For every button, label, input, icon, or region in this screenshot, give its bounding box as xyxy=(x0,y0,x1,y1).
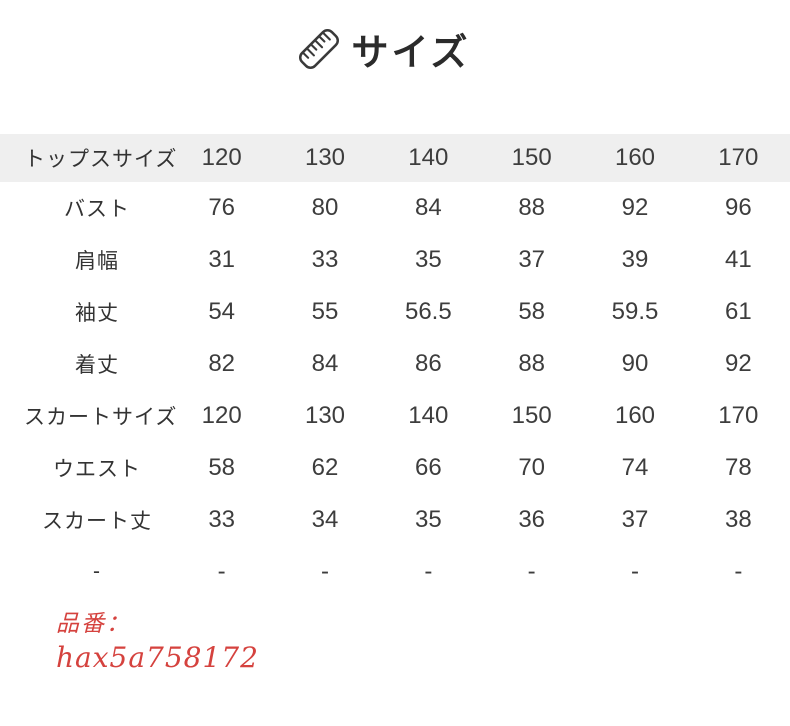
row-value: - xyxy=(630,558,639,585)
row-value: 33 xyxy=(311,246,339,273)
header-value: 120 xyxy=(201,144,242,171)
row-value: 74 xyxy=(621,454,649,481)
page-title: サイズ xyxy=(0,22,778,76)
row-value: 92 xyxy=(724,350,752,377)
row-value: 37 xyxy=(621,506,649,533)
row-label: 着丈 xyxy=(75,354,119,377)
row-value: 35 xyxy=(414,506,442,533)
row-value: - xyxy=(734,558,743,585)
row-value: 88 xyxy=(518,350,546,377)
row-value: 34 xyxy=(311,506,339,533)
row-value: 33 xyxy=(208,506,236,533)
row-label: バスト xyxy=(64,198,130,221)
row-value: 36 xyxy=(518,506,546,533)
table-row-sleeve: 袖丈 54 55 56.5 58 59.5 61 xyxy=(0,286,790,338)
row-value: - xyxy=(527,558,536,585)
row-value: 56.5 xyxy=(404,298,452,325)
row-value: 78 xyxy=(724,454,752,481)
row-value: 130 xyxy=(304,402,346,429)
table-row-empty: - - - - - - - xyxy=(0,546,790,598)
row-value: 39 xyxy=(621,246,649,273)
row-value: 90 xyxy=(621,350,649,377)
header-value: 160 xyxy=(614,144,656,171)
product-code-label: 品番： xyxy=(56,611,131,637)
header-value: 170 xyxy=(718,144,759,171)
row-value: 54 xyxy=(208,298,236,325)
row-value: 92 xyxy=(621,194,649,221)
row-value: 120 xyxy=(201,402,242,429)
row-label: ウエスト xyxy=(53,458,141,481)
row-value: 86 xyxy=(414,350,442,377)
row-value: 88 xyxy=(518,194,546,221)
table-row-shoulder: 肩幅 31 33 35 37 39 41 xyxy=(0,234,790,286)
row-value: 84 xyxy=(311,350,339,377)
row-value: 96 xyxy=(724,194,752,221)
row-value: 62 xyxy=(311,454,339,481)
row-value: 160 xyxy=(614,402,656,429)
row-value: 80 xyxy=(311,194,339,221)
row-value: 150 xyxy=(511,402,552,429)
ruler-icon xyxy=(296,26,342,72)
row-value: 58 xyxy=(208,454,236,481)
table-row-length: 着丈 82 84 86 88 90 92 xyxy=(0,338,790,390)
table-row-bust: バスト 76 80 84 88 92 96 xyxy=(0,182,790,234)
table-header-row: トップスサイズ 120 130 140 150 160 170 xyxy=(0,134,790,182)
row-value: 59.5 xyxy=(611,298,659,325)
table-row-skirt-size: スカートサイズ 120 130 140 150 160 170 xyxy=(0,390,790,442)
header-value: 150 xyxy=(511,144,552,171)
row-value: 31 xyxy=(208,246,236,273)
row-value: 84 xyxy=(414,194,442,221)
row-value: 35 xyxy=(414,246,442,273)
row-value: 55 xyxy=(311,298,339,325)
size-table: トップスサイズ 120 130 140 150 160 170 バスト 76 8… xyxy=(0,134,790,598)
row-value: 82 xyxy=(208,350,236,377)
row-label: 袖丈 xyxy=(75,302,119,325)
table-row-waist: ウエスト 58 62 66 70 74 78 xyxy=(0,442,790,494)
row-label: - xyxy=(93,560,101,583)
row-value: 70 xyxy=(518,454,546,481)
row-value: - xyxy=(424,558,433,585)
row-value: - xyxy=(217,558,226,585)
row-value: 38 xyxy=(724,506,752,533)
row-value: 41 xyxy=(724,246,752,273)
row-value: 170 xyxy=(718,402,759,429)
product-code: 品番： hax5a758172 xyxy=(56,611,259,674)
row-value: - xyxy=(320,558,329,585)
row-value: 58 xyxy=(518,298,546,325)
row-value: 61 xyxy=(724,298,752,325)
row-value: 76 xyxy=(208,194,236,221)
header-label: トップスサイズ xyxy=(24,148,178,171)
row-label: 肩幅 xyxy=(75,250,119,273)
row-label: スカートサイズ xyxy=(24,406,178,429)
row-label: スカート丈 xyxy=(42,510,152,533)
row-value: 140 xyxy=(408,402,449,429)
table-row-skirt-length: スカート丈 33 34 35 36 37 38 xyxy=(0,494,790,546)
header-value: 130 xyxy=(304,144,346,171)
row-value: 66 xyxy=(414,454,442,481)
product-code-value: hax5a758172 xyxy=(56,640,259,674)
header-value: 140 xyxy=(408,144,449,171)
page-title-text: サイズ xyxy=(351,32,471,73)
row-value: 37 xyxy=(518,246,546,273)
